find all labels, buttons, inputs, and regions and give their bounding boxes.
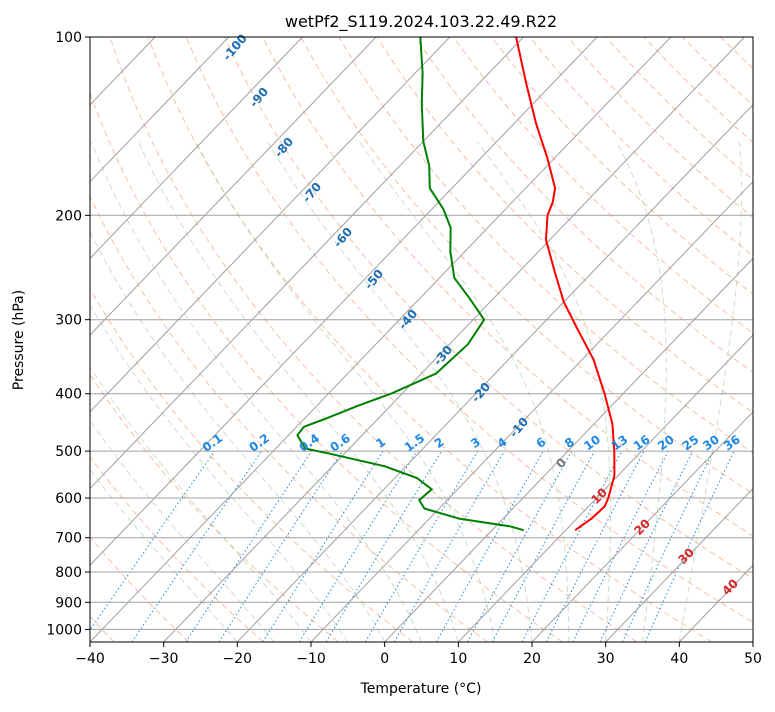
mixing-ratio-line bbox=[186, 451, 312, 642]
dry-adiabat-line bbox=[0, 37, 413, 642]
mixing-ratio-label: 20 bbox=[655, 432, 677, 453]
moist-adiabat-line bbox=[267, 141, 532, 642]
mixing-ratio-line bbox=[82, 451, 215, 642]
y-tick-label: 1000 bbox=[46, 622, 82, 638]
y-tick-label: 700 bbox=[55, 531, 82, 547]
dry-adiabat-label: -10 bbox=[507, 415, 532, 441]
mixing-ratio-line bbox=[468, 451, 572, 642]
y-tick-label: 600 bbox=[55, 491, 82, 507]
mixing-ratio-line bbox=[546, 451, 644, 642]
y-tick-label: 200 bbox=[55, 208, 82, 224]
x-axis: −40 −30 −20 −10 0 10 20 30 40 50 bbox=[75, 642, 762, 667]
dry-adiabat-line bbox=[721, 37, 775, 642]
y-tick-label: 300 bbox=[55, 313, 82, 329]
dry-adiabat-line bbox=[492, 37, 775, 642]
y-axis: 100 200 300 400 500 600 700 800 900 1000 bbox=[46, 30, 90, 638]
y-axis-label: Pressure (hPa) bbox=[11, 290, 27, 390]
isotherm-line bbox=[753, 37, 775, 642]
x-tick-label: −40 bbox=[75, 651, 105, 667]
dry-adiabat-line bbox=[759, 37, 775, 642]
x-tick-label: −10 bbox=[296, 651, 326, 667]
moist-adiabat-line bbox=[0, 141, 274, 642]
chart-title: wetPf2_S119.2024.103.22.49.R22 bbox=[285, 12, 557, 32]
mixing-ratio-line bbox=[622, 451, 713, 642]
dry-adiabat-line bbox=[530, 37, 775, 642]
mixing-ratio-label: 10 bbox=[581, 432, 603, 453]
mixing-ratio-line bbox=[263, 451, 383, 642]
mixing-ratio-label: 25 bbox=[680, 432, 702, 453]
dry-adiabat-label: -70 bbox=[300, 180, 325, 206]
x-tick-label: 30 bbox=[597, 651, 615, 667]
y-tick-label: 500 bbox=[55, 444, 82, 460]
y-tick-label: 400 bbox=[55, 387, 82, 403]
dry-adiabat-label: -60 bbox=[331, 225, 356, 251]
moist-adiabat-line bbox=[679, 141, 741, 642]
x-tick-label: −20 bbox=[223, 651, 253, 667]
dry-adiabat-line bbox=[568, 37, 775, 642]
dry-adiabat-label: -30 bbox=[431, 343, 456, 369]
moist-adiabat-line bbox=[138, 141, 458, 642]
mixing-ratio-label: 1 bbox=[373, 435, 388, 451]
isotherm-line bbox=[0, 37, 450, 642]
isotherm-line bbox=[0, 37, 303, 642]
x-tick-label: 0 bbox=[380, 651, 389, 667]
isotherm-line bbox=[16, 37, 597, 642]
mixing-ratio-line bbox=[436, 451, 543, 642]
x-tick-label: 50 bbox=[744, 651, 762, 667]
moist-adiabat-line bbox=[0, 141, 237, 642]
mixing-ratio-label: 3 bbox=[468, 435, 483, 451]
y-tick-label: 100 bbox=[55, 30, 82, 46]
isotherm-line bbox=[0, 37, 523, 642]
mixing-ratio-line bbox=[219, 451, 343, 642]
dry-adiabat-line bbox=[110, 37, 637, 642]
dry-adiabat-label: -100 bbox=[220, 31, 250, 63]
isotherm-line bbox=[385, 37, 775, 642]
mixing-ratio-line bbox=[132, 451, 262, 642]
mixing-ratio-label: 30 bbox=[700, 432, 722, 453]
mixing-ratio-label: 16 bbox=[631, 432, 653, 453]
dry-adiabat-line bbox=[682, 37, 775, 642]
mixing-ratio-line bbox=[365, 451, 478, 642]
dry-adiabat-line bbox=[0, 37, 189, 642]
moist-adiabat-line bbox=[196, 141, 496, 642]
x-tick-label: 40 bbox=[670, 651, 688, 667]
mixing-ratio-line bbox=[573, 451, 668, 642]
dry-adiabat-line bbox=[339, 37, 775, 642]
dry-adiabat-line bbox=[0, 37, 263, 642]
mixing-ratio-line bbox=[326, 451, 442, 642]
moist-adiabat-label: 30 bbox=[675, 545, 697, 567]
mixing-ratio-label: 8 bbox=[562, 435, 577, 451]
mixing-ratio-label: 36 bbox=[721, 432, 743, 453]
dry-adiabat-label: -20 bbox=[469, 380, 494, 406]
x-tick-label: −30 bbox=[149, 651, 179, 667]
isotherm-line bbox=[164, 37, 745, 642]
moist-adiabat-line bbox=[0, 141, 311, 642]
x-tick-label: 20 bbox=[523, 651, 541, 667]
y-tick-label: 900 bbox=[55, 595, 82, 611]
dry-adiabat-line bbox=[644, 37, 775, 642]
mixing-ratio-line bbox=[394, 451, 504, 642]
mixing-ratio-line bbox=[645, 451, 734, 642]
dry-adiabat-line bbox=[415, 37, 775, 642]
dry-adiabat-label: -50 bbox=[362, 267, 387, 293]
background-lines bbox=[0, 37, 775, 642]
mixing-ratio-label: 13 bbox=[609, 432, 631, 453]
y-tick-label: 800 bbox=[55, 565, 82, 581]
moist-adiabat-label: 0 bbox=[553, 455, 569, 471]
dry-adiabat-label: -40 bbox=[396, 307, 421, 333]
dry-adiabat-label: -80 bbox=[272, 135, 297, 161]
moist-adiabat-label: 40 bbox=[719, 576, 741, 598]
x-axis-label: Temperature (°C) bbox=[360, 681, 482, 697]
x-tick-label: 10 bbox=[449, 651, 467, 667]
dry-adiabat-line bbox=[263, 37, 775, 642]
